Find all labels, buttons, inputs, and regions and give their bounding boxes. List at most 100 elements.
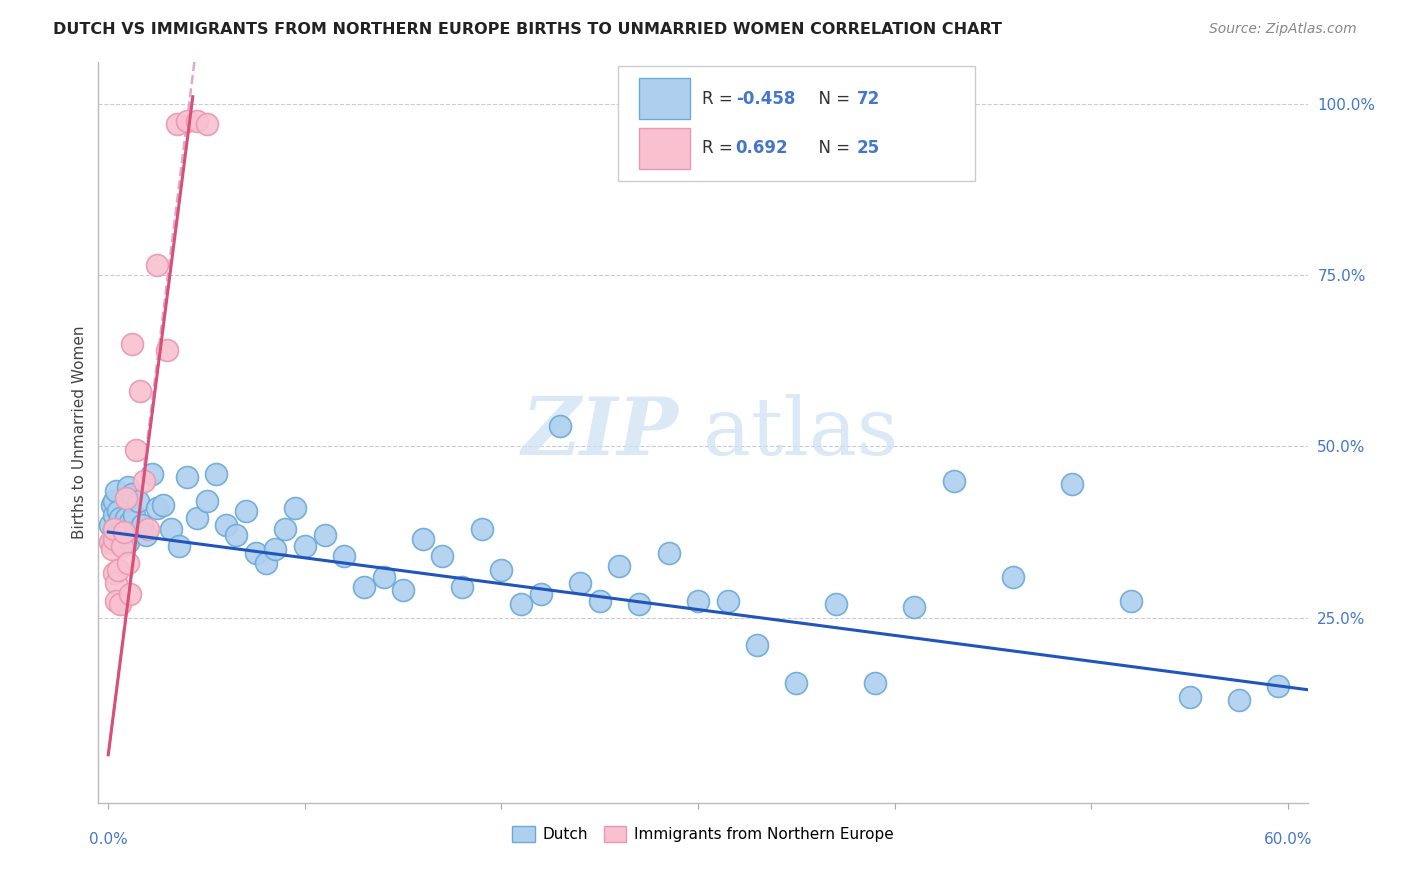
Point bbox=[111, 539, 134, 553]
Point bbox=[105, 535, 128, 549]
Point bbox=[117, 556, 139, 570]
Point bbox=[121, 336, 143, 351]
Point bbox=[103, 532, 125, 546]
Point bbox=[156, 343, 179, 358]
Point bbox=[186, 113, 208, 128]
Point bbox=[903, 600, 925, 615]
Point bbox=[115, 491, 138, 505]
Text: 60.0%: 60.0% bbox=[1264, 832, 1312, 847]
Point bbox=[491, 563, 513, 577]
Point bbox=[1178, 690, 1201, 704]
Text: atlas: atlas bbox=[703, 393, 898, 472]
Point bbox=[101, 542, 124, 557]
Point bbox=[131, 518, 153, 533]
Point bbox=[235, 504, 257, 518]
Point bbox=[392, 583, 415, 598]
Point bbox=[117, 480, 139, 494]
Point bbox=[628, 597, 651, 611]
Point bbox=[274, 522, 297, 536]
Point bbox=[609, 559, 631, 574]
Point bbox=[107, 524, 129, 539]
Point bbox=[101, 535, 124, 549]
Point bbox=[103, 494, 125, 508]
Point bbox=[215, 518, 238, 533]
Point bbox=[127, 494, 149, 508]
Text: ZIP: ZIP bbox=[522, 394, 679, 471]
Point bbox=[111, 522, 134, 536]
Point bbox=[125, 442, 148, 457]
Point bbox=[136, 522, 159, 536]
Text: 72: 72 bbox=[856, 90, 880, 108]
Point bbox=[167, 539, 190, 553]
Point bbox=[353, 580, 375, 594]
Point bbox=[122, 508, 145, 522]
Text: N =: N = bbox=[808, 139, 856, 157]
Text: 0.0%: 0.0% bbox=[89, 832, 128, 847]
Point bbox=[1119, 593, 1142, 607]
Point bbox=[166, 117, 188, 131]
Point bbox=[569, 576, 592, 591]
Point bbox=[98, 535, 121, 549]
Point bbox=[195, 117, 218, 131]
Text: 25: 25 bbox=[856, 139, 880, 157]
Point bbox=[108, 511, 131, 525]
Point bbox=[176, 113, 198, 128]
Point bbox=[245, 545, 267, 559]
Point bbox=[112, 524, 135, 539]
Point bbox=[146, 501, 169, 516]
Point bbox=[107, 563, 129, 577]
Point bbox=[1227, 693, 1250, 707]
Point bbox=[103, 522, 125, 536]
Point bbox=[863, 676, 886, 690]
Point bbox=[1267, 679, 1289, 693]
Point bbox=[589, 593, 612, 607]
Point bbox=[132, 474, 155, 488]
Point bbox=[254, 556, 277, 570]
Point bbox=[118, 515, 141, 529]
FancyBboxPatch shape bbox=[638, 128, 690, 169]
Point bbox=[205, 467, 228, 481]
Point bbox=[432, 549, 454, 563]
Legend: Dutch, Immigrants from Northern Europe: Dutch, Immigrants from Northern Europe bbox=[508, 822, 898, 847]
FancyBboxPatch shape bbox=[638, 78, 690, 120]
Point bbox=[101, 498, 124, 512]
FancyBboxPatch shape bbox=[619, 66, 976, 181]
Text: N =: N = bbox=[808, 90, 856, 108]
Point bbox=[294, 539, 316, 553]
Point bbox=[373, 569, 395, 583]
Point bbox=[105, 576, 128, 591]
Text: DUTCH VS IMMIGRANTS FROM NORTHERN EUROPE BIRTHS TO UNMARRIED WOMEN CORRELATION C: DUTCH VS IMMIGRANTS FROM NORTHERN EUROPE… bbox=[53, 22, 1002, 37]
Text: R =: R = bbox=[702, 139, 742, 157]
Point bbox=[412, 532, 434, 546]
Point bbox=[176, 470, 198, 484]
Point bbox=[121, 487, 143, 501]
Point bbox=[530, 587, 553, 601]
Point bbox=[314, 528, 336, 542]
Point bbox=[550, 418, 572, 433]
Point bbox=[160, 522, 183, 536]
Text: R =: R = bbox=[702, 90, 738, 108]
Y-axis label: Births to Unmarried Women: Births to Unmarried Women bbox=[72, 326, 87, 540]
Point bbox=[1060, 477, 1083, 491]
Point bbox=[103, 566, 125, 581]
Point bbox=[105, 483, 128, 498]
Point bbox=[225, 528, 247, 542]
Text: 0.692: 0.692 bbox=[735, 139, 789, 157]
Point bbox=[108, 597, 131, 611]
Point bbox=[1001, 569, 1024, 583]
Point bbox=[264, 542, 287, 557]
Point bbox=[141, 467, 163, 481]
Point bbox=[451, 580, 474, 594]
Point bbox=[824, 597, 846, 611]
Point bbox=[146, 258, 169, 272]
Point bbox=[716, 593, 738, 607]
Point bbox=[942, 474, 965, 488]
Point bbox=[105, 593, 128, 607]
Point bbox=[152, 498, 174, 512]
Point bbox=[118, 587, 141, 601]
Point bbox=[195, 494, 218, 508]
Point bbox=[117, 535, 139, 549]
Point bbox=[107, 504, 129, 518]
Point bbox=[112, 528, 135, 542]
Point bbox=[510, 597, 533, 611]
